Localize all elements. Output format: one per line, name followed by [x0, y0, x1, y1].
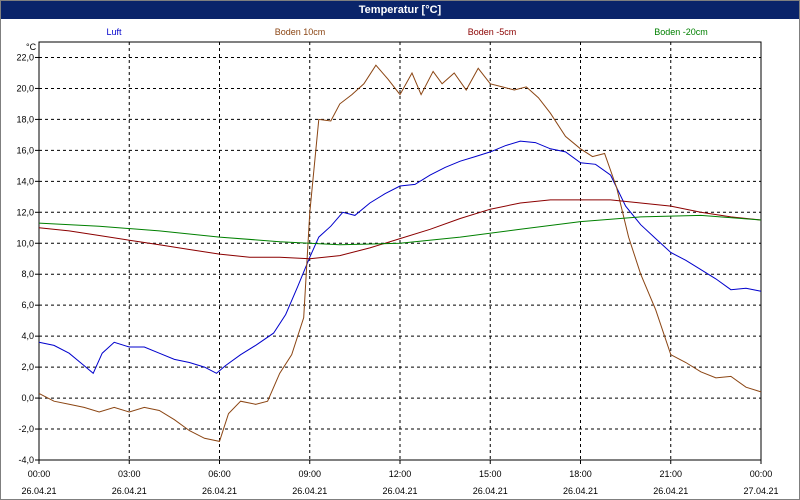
y-tick-label: 18,0	[16, 114, 34, 124]
x-tick-date: 26.04.21	[292, 486, 327, 496]
x-tick-time: 00:00	[28, 469, 51, 479]
x-tick-date: 26.04.21	[112, 486, 147, 496]
x-tick-time: 12:00	[389, 469, 412, 479]
legend-entry: Boden -5cm	[468, 27, 517, 37]
y-tick-label: 22,0	[16, 52, 34, 62]
x-tick-date: 26.04.21	[473, 486, 508, 496]
y-tick-label: 2,0	[21, 362, 34, 372]
y-tick-label: 0,0	[21, 393, 34, 403]
x-axis-ticks: 00:00 26.04.21 03:00 26.04.21 06:00 26.04.21 0…	[21, 460, 779, 496]
y-tick-label: 16,0	[16, 145, 34, 155]
y-tick-label: 12,0	[16, 207, 34, 217]
x-tick-time: 09:00	[298, 469, 321, 479]
x-tick-time: 15:00	[479, 469, 502, 479]
y-tick-label: 20,0	[16, 83, 34, 93]
series-line-boden-10cm	[38, 64, 762, 442]
x-tick-date: 26.04.21	[202, 486, 237, 496]
series-line-luft	[38, 140, 762, 375]
legend: Luft Boden 10cm Boden -5cm Boden -20cm	[106, 27, 707, 37]
x-tick-date: 26.04.21	[21, 486, 56, 496]
x-tick-time: 03:00	[118, 469, 141, 479]
y-tick-label: 6,0	[21, 300, 34, 310]
x-tick-time: 06:00	[208, 469, 231, 479]
series-lines	[38, 64, 762, 442]
legend-entry: Boden -20cm	[654, 27, 708, 37]
y-axis-unit: °C	[26, 42, 37, 52]
y-tick-label: 14,0	[16, 176, 34, 186]
series-line-boden-5cm	[38, 199, 762, 260]
x-tick-time: 18:00	[569, 469, 592, 479]
y-tick-label: -4,0	[18, 455, 34, 465]
y-axis-ticks: 22,0 20,0 18,0 16,0 14,0 12,0 10,0 8,0 6,0 4,0 2,0…	[16, 52, 39, 465]
temperature-chart: 22,0 20,0 18,0 16,0 14,0 12,0 10,0 8,0 6,0 4,0 2,0…	[16, 27, 779, 496]
legend-entry: Luft	[106, 27, 122, 37]
x-tick-date: 26.04.21	[382, 486, 417, 496]
y-tick-label: 4,0	[21, 331, 34, 341]
chart-title: Temperatur [°C]	[1, 1, 799, 19]
x-tick-date: 26.04.21	[563, 486, 598, 496]
y-tick-label: 10,0	[16, 238, 34, 248]
x-tick-date: 27.04.21	[743, 486, 778, 496]
x-tick-time: 21:00	[659, 469, 682, 479]
grid-lines	[39, 42, 761, 460]
y-tick-label: 8,0	[21, 269, 34, 279]
legend-entry: Boden 10cm	[275, 27, 326, 37]
x-tick-time: 00:00	[750, 469, 773, 479]
x-tick-date: 26.04.21	[653, 486, 688, 496]
series-line-boden-20cm	[38, 214, 762, 246]
y-tick-label: -2,0	[18, 424, 34, 434]
